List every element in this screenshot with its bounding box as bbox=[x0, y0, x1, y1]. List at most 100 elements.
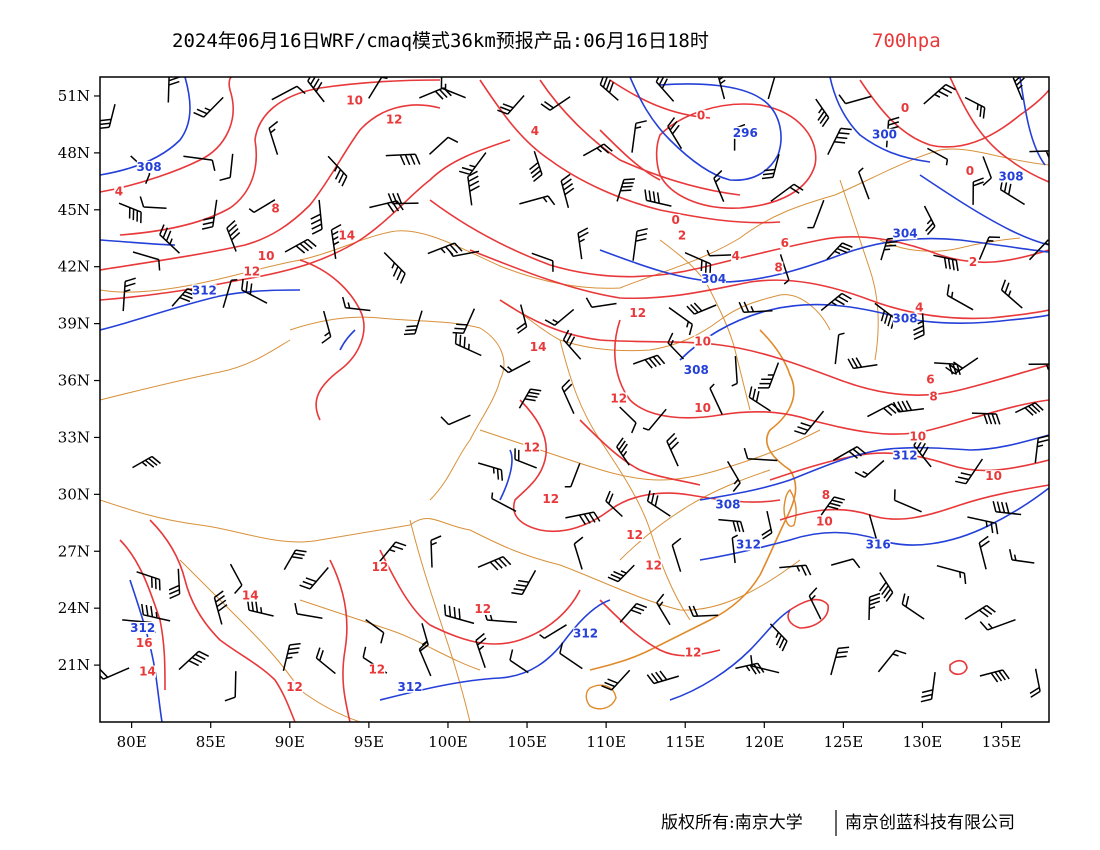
temperature-label: 0 bbox=[901, 101, 909, 115]
wind-barb bbox=[779, 254, 790, 285]
temperature-contours bbox=[100, 77, 1049, 722]
wind-barb bbox=[141, 603, 171, 622]
footer-company: 南京创蓝科技有限公司 bbox=[845, 813, 1015, 833]
wind-barb bbox=[971, 412, 1001, 425]
wind-barb bbox=[136, 571, 161, 591]
height-label: 312 bbox=[573, 627, 598, 641]
wind-barb bbox=[1014, 402, 1044, 416]
wind-barb bbox=[750, 655, 780, 674]
wind-barb bbox=[731, 534, 739, 564]
wind-barb bbox=[201, 199, 218, 230]
wind-barb bbox=[794, 410, 825, 435]
temperature-label: 2 bbox=[678, 228, 686, 242]
y-tick-label: 33N bbox=[58, 428, 90, 446]
height-label: 304 bbox=[701, 272, 726, 286]
wind-barb bbox=[268, 120, 279, 155]
wind-barb bbox=[646, 490, 671, 517]
wind-barb bbox=[717, 77, 726, 100]
wind-barb bbox=[427, 242, 463, 256]
wind-barb bbox=[248, 199, 276, 214]
wind-barb bbox=[923, 205, 936, 236]
wind-barb bbox=[892, 400, 924, 413]
wind-barb bbox=[518, 388, 542, 409]
temperature-label: 12 bbox=[645, 558, 662, 572]
wind-barb bbox=[440, 414, 471, 426]
wind-barb bbox=[666, 432, 680, 467]
wind-barb bbox=[299, 567, 329, 590]
wind-barb bbox=[271, 85, 306, 101]
wind-barb bbox=[619, 602, 648, 623]
temperature-label: 8 bbox=[929, 390, 937, 404]
x-tick-label: 80E bbox=[117, 733, 147, 751]
wind-barb bbox=[1028, 239, 1049, 261]
wind-barb bbox=[769, 623, 788, 652]
temperature-label: 12 bbox=[626, 528, 643, 542]
wind-barb bbox=[539, 624, 567, 639]
wind-barb bbox=[132, 251, 161, 271]
wind-barb bbox=[923, 83, 956, 105]
y-tick-label: 30N bbox=[58, 485, 90, 503]
wind-barb bbox=[599, 77, 619, 101]
height-label: 312 bbox=[736, 537, 761, 551]
wind-barb bbox=[877, 649, 907, 673]
wind-barb bbox=[499, 360, 531, 374]
temperature-label: 4 bbox=[915, 300, 923, 314]
wind-barb bbox=[497, 95, 525, 115]
temperature-label: 12 bbox=[372, 560, 389, 574]
height-label: 312 bbox=[397, 680, 422, 694]
wind-barb bbox=[619, 406, 637, 434]
wind-barb bbox=[330, 223, 343, 260]
wind-barb bbox=[387, 192, 419, 205]
coastline bbox=[589, 329, 797, 671]
wind-barb bbox=[857, 167, 870, 200]
wind-barb bbox=[820, 292, 852, 311]
wind-barb bbox=[1029, 668, 1041, 698]
temperature-label: 6 bbox=[781, 236, 789, 250]
wind-barb bbox=[731, 356, 738, 387]
wind-barb bbox=[667, 117, 683, 150]
temperature-label: 12 bbox=[368, 663, 385, 677]
temperature-label: 12 bbox=[542, 492, 559, 506]
wind-barb bbox=[369, 200, 404, 213]
wind-barb bbox=[979, 618, 1016, 631]
temperature-label: 12 bbox=[685, 646, 702, 660]
height-label: 308 bbox=[893, 312, 918, 326]
y-tick-label: 27N bbox=[58, 542, 90, 560]
wind-barb bbox=[1012, 77, 1025, 101]
wind-barb bbox=[967, 516, 999, 535]
y-tick-label: 21N bbox=[58, 656, 90, 674]
wind-barb bbox=[430, 535, 442, 568]
wind-barb bbox=[605, 490, 623, 518]
wind-barb bbox=[686, 302, 717, 315]
wind-barb bbox=[1028, 363, 1049, 370]
wind-barb bbox=[559, 642, 583, 670]
height-label: 312 bbox=[192, 283, 217, 297]
wind-barb bbox=[688, 605, 719, 617]
temperature-label: 10 bbox=[694, 401, 711, 415]
wind-barb bbox=[1034, 434, 1049, 464]
wind-barb bbox=[385, 153, 421, 166]
plot-area bbox=[100, 77, 1049, 722]
wind-barb bbox=[100, 104, 116, 129]
wind-barb bbox=[241, 278, 268, 304]
wind-barb bbox=[577, 227, 589, 260]
wind-barb bbox=[284, 238, 317, 254]
temperature-label: 14 bbox=[139, 665, 156, 679]
wind-barb bbox=[655, 77, 675, 102]
temperature-label: 8 bbox=[774, 261, 782, 275]
wind-barb bbox=[454, 332, 482, 357]
wind-barb bbox=[992, 501, 1022, 516]
wind-barb bbox=[893, 489, 922, 513]
wind-barb bbox=[122, 277, 136, 312]
wind-barb bbox=[709, 383, 723, 415]
wind-barb bbox=[573, 536, 584, 570]
x-tick-label: 110E bbox=[586, 733, 626, 751]
latitude-axis: 51N 48N 45N 42N 39N 36N 33N 30N 27N 24N 21N bbox=[58, 87, 100, 674]
wind-barb bbox=[222, 279, 238, 308]
wind-barb bbox=[246, 599, 274, 617]
wind-barb bbox=[310, 199, 323, 235]
wind-barb bbox=[219, 153, 234, 182]
wind-barb bbox=[826, 242, 853, 260]
temperature-label: 16 bbox=[136, 636, 153, 650]
x-tick-label: 100E bbox=[428, 733, 468, 751]
